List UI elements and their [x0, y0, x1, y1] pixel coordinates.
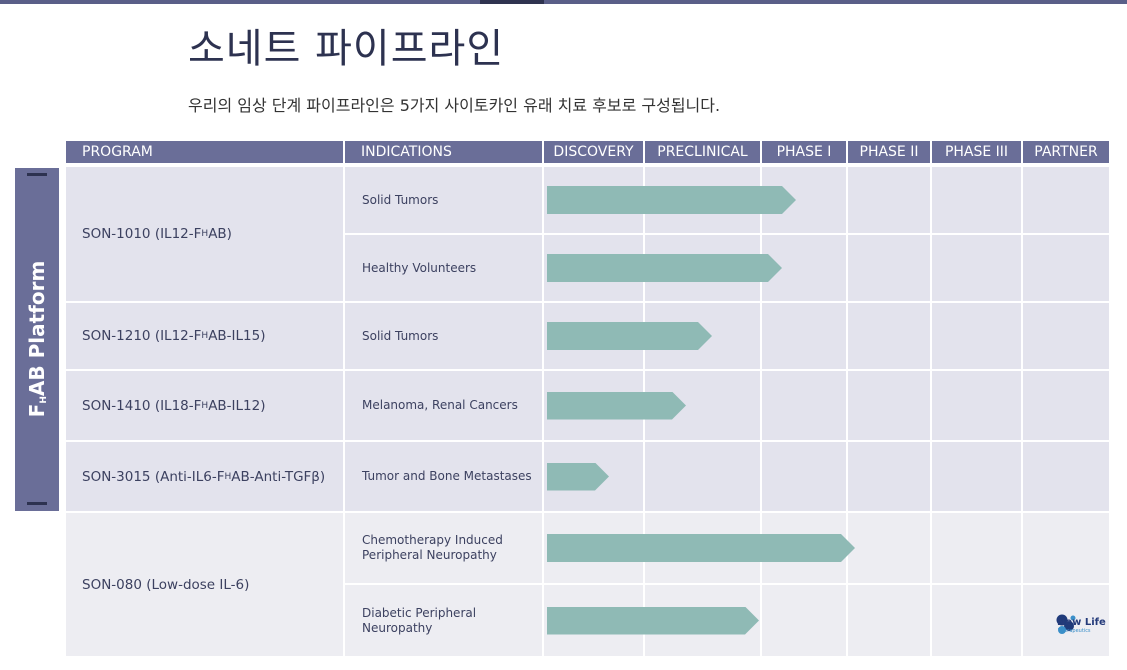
phase-cell [645, 442, 760, 511]
phase-cell [848, 167, 930, 233]
phase-cell [848, 235, 930, 301]
partner-logo-tagline: Therapeutics [1058, 628, 1091, 634]
phase-cell [932, 303, 1021, 369]
indication-cell: Solid Tumors [345, 167, 542, 233]
phase-cell [762, 303, 846, 369]
program-son-1410: SON-1410 (IL18-F H AB-IL12) [66, 371, 343, 440]
phase-cell [1023, 167, 1109, 233]
phase-cell [1023, 235, 1109, 301]
progress-arrow [547, 254, 782, 282]
header-partner: PARTNER [1023, 141, 1109, 163]
phase-cell [848, 442, 930, 511]
phase-cell [1023, 303, 1109, 369]
progress-arrow [547, 607, 759, 635]
top-accent-marker [480, 0, 544, 4]
progress-arrow [547, 392, 686, 420]
page-title: 소네트 파이프라인 [188, 26, 505, 72]
indication-cell: Solid Tumors [345, 303, 542, 369]
phase-cell [932, 235, 1021, 301]
phase-cell [848, 303, 930, 369]
indication-cell: Healthy Volunteers [345, 235, 542, 301]
header-phase-3: PHASE III [932, 141, 1021, 163]
partner-logo-icon [1056, 614, 1076, 634]
phase-cell [1023, 513, 1109, 583]
platform-label: FHAB Platform [25, 260, 49, 418]
partner-logo-name: New Life [1057, 617, 1106, 628]
phase-cell [932, 442, 1021, 511]
program-son-3015: SON-3015 (Anti-IL6-F H AB-Anti-TGFβ) [66, 442, 343, 511]
platform-tick-bottom [27, 502, 47, 505]
progress-arrow [547, 186, 796, 214]
top-accent-bar [0, 0, 1127, 4]
progress-arrow [547, 463, 609, 491]
indication-cell: Melanoma, Renal Cancers [345, 371, 542, 440]
program-son-1010: SON-1010 (IL12-F H AB) [66, 167, 343, 301]
page-subtitle: 우리의 임상 단계 파이프라인은 5가지 사이토카인 유래 치료 후보로 구성됩… [188, 96, 721, 115]
phase-cell [932, 371, 1021, 440]
phase-cell [848, 513, 930, 583]
progress-arrow [547, 534, 855, 562]
phase-cell [932, 513, 1021, 583]
phase-cell [1023, 442, 1109, 511]
header-preclinical: PRECLINICAL [645, 141, 760, 163]
phase-cell [932, 167, 1021, 233]
header-discovery: DISCOVERY [544, 141, 643, 163]
platform-tick-top [27, 173, 47, 176]
program-son-080: SON-080 (Low-dose IL-6) [66, 513, 343, 656]
header-phase-1: PHASE I [762, 141, 846, 163]
phase-cell [848, 371, 930, 440]
header-indications: INDICATIONS [345, 141, 542, 163]
progress-arrow [547, 322, 712, 350]
phase-cell [932, 585, 1021, 656]
phase-cell [1023, 371, 1109, 440]
indication-cell: Chemotherapy Induced Peripheral Neuropath… [345, 513, 542, 583]
phase-cell [848, 585, 930, 656]
phase-cell [762, 442, 846, 511]
program-son-1210: SON-1210 (IL12-F H AB-IL15) [66, 303, 343, 369]
indication-cell: Tumor and Bone Metastases [345, 442, 542, 511]
header-program: PROGRAM [66, 141, 343, 163]
phase-cell [762, 371, 846, 440]
indication-cell: Diabetic Peripheral Neuropathy [345, 585, 542, 656]
platform-side-bar [15, 168, 59, 511]
header-phase-2: PHASE II [848, 141, 930, 163]
phase-cell [762, 585, 846, 656]
